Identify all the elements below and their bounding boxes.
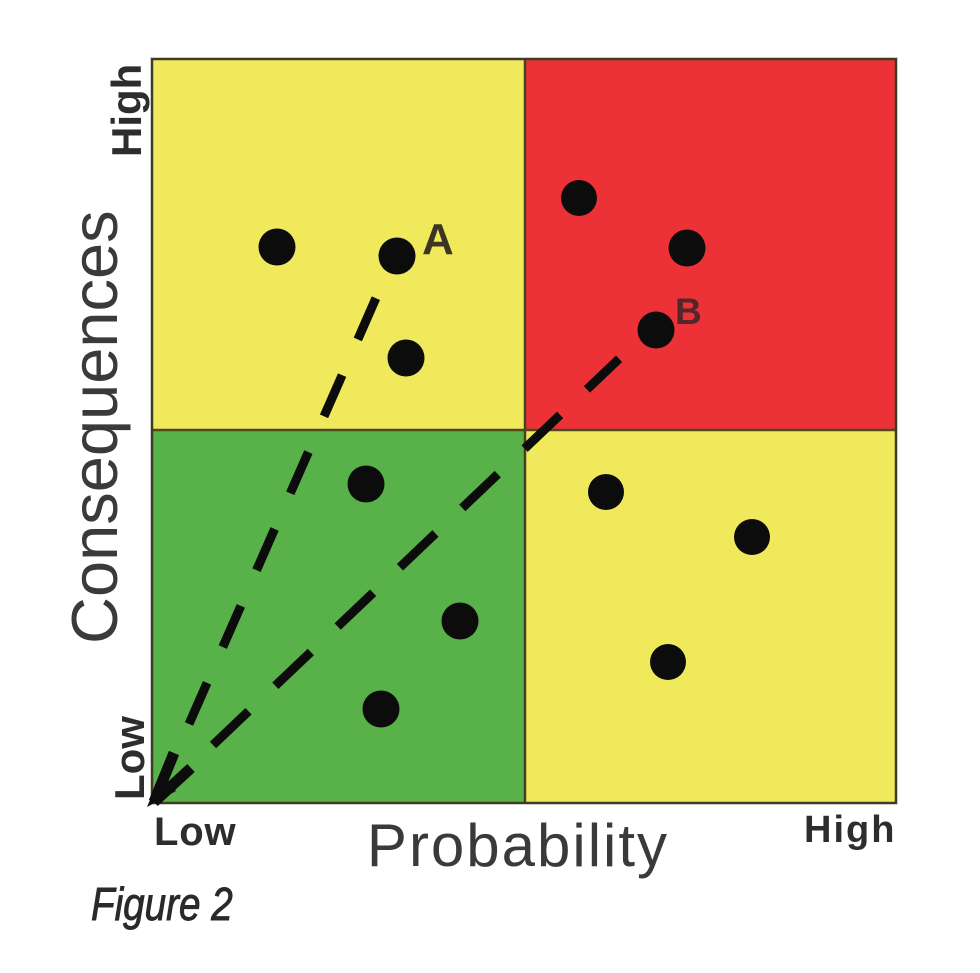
svg-text:B: B <box>675 291 702 332</box>
svg-text:High: High <box>103 64 150 157</box>
svg-text:High: High <box>804 809 896 851</box>
svg-text:A: A <box>422 215 454 264</box>
svg-text:Figure 2: Figure 2 <box>91 879 233 930</box>
svg-text:Consequences: Consequences <box>58 210 131 644</box>
svg-text:Low: Low <box>154 810 236 854</box>
svg-text:Low: Low <box>106 716 153 800</box>
svg-text:Probability: Probability <box>367 812 669 879</box>
